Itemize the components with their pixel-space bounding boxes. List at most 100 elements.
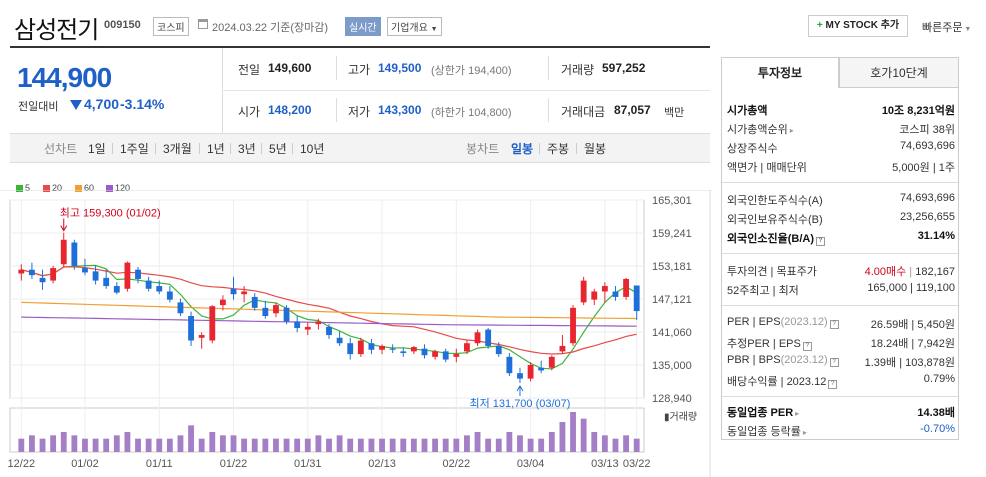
legend-ma60: 60 xyxy=(75,183,94,193)
candle-body xyxy=(517,373,523,379)
candle-body xyxy=(368,343,375,350)
volume-bar xyxy=(71,435,78,452)
info-row-sector-change[interactable]: 동일업종 등락률 ▸ -0.70% xyxy=(727,423,955,438)
candle-body xyxy=(230,288,237,295)
info-row-foreign-rate: 외국인소진율(B/A)? 31.14% xyxy=(727,230,955,246)
candle-body xyxy=(241,291,248,295)
period-1w[interactable]: 1주일 xyxy=(120,142,149,156)
help-icon[interactable]: ? xyxy=(829,320,839,329)
period-monthly[interactable]: 월봉 xyxy=(584,142,607,156)
candle-body xyxy=(347,343,354,355)
upper-limit: (상한가 194,400) xyxy=(431,65,512,77)
tab-orderbook[interactable]: 호가10단계 xyxy=(839,57,959,88)
help-icon[interactable]: ? xyxy=(828,380,838,389)
plus-icon: + xyxy=(816,20,823,31)
help-icon[interactable]: ? xyxy=(816,237,825,246)
candle-body xyxy=(421,348,428,356)
info-row-sector-per[interactable]: 동일업종 PER ▸ 14.38배 xyxy=(727,407,955,419)
stock-chart[interactable]: 165,301 159,241 153,181 147,121 141,060 135,0… xyxy=(0,190,712,477)
candle-body xyxy=(209,306,216,341)
divider xyxy=(155,143,156,154)
divider xyxy=(539,143,540,154)
volume-bar xyxy=(559,422,566,452)
period-1y[interactable]: 1년 xyxy=(207,142,225,156)
volume-bar xyxy=(506,432,513,452)
candle-body xyxy=(591,291,598,300)
candle-body xyxy=(559,345,566,352)
mystock-add-button[interactable]: + MY STOCK 추가 xyxy=(808,15,908,37)
candle-body xyxy=(633,285,640,312)
period-10y[interactable]: 10년 xyxy=(300,142,325,156)
candle-body xyxy=(124,262,131,289)
candle-body xyxy=(156,286,163,292)
volume-bar xyxy=(273,438,279,452)
volume-bar xyxy=(357,438,364,452)
info-row-est-per: 추정PER | EPS? 18.24배 | 7,942원 xyxy=(727,338,955,351)
y-tick-label: 135,000 xyxy=(652,360,692,372)
current-price: 144,900 xyxy=(17,62,112,93)
amount-label: 거래대금 xyxy=(561,105,606,119)
candle-body xyxy=(92,271,99,281)
volume-bar xyxy=(432,438,439,452)
volume-bar xyxy=(177,435,184,452)
divider xyxy=(722,396,958,397)
period-weekly[interactable]: 주봉 xyxy=(547,142,570,156)
min-annotation: 최저 131,700 (03/07) xyxy=(469,397,570,410)
volume-bar xyxy=(548,432,555,452)
high-value: 149,500 xyxy=(378,61,422,75)
info-row-shares: 상장주식수 74,693,696 xyxy=(727,140,955,155)
candle-body xyxy=(262,307,269,316)
candle-body xyxy=(570,307,576,344)
prev-close-label: 전일 xyxy=(238,63,261,77)
stock-code: 009150 xyxy=(104,19,141,31)
volume-bar xyxy=(421,438,428,452)
volume-bar xyxy=(219,435,226,452)
candle-body xyxy=(198,335,205,338)
amount-unit: 백만 xyxy=(664,107,685,119)
legend-ma20: 20 xyxy=(43,183,62,193)
divider xyxy=(336,56,337,80)
realtime-tag[interactable]: 실시간 xyxy=(345,17,381,36)
prev-close-value: 149,600 xyxy=(268,61,312,75)
x-tick-label: 02/13 xyxy=(368,458,396,470)
volume-bar xyxy=(135,438,141,452)
legend-swatch xyxy=(43,185,50,192)
period-daily[interactable]: 일봉 xyxy=(511,142,534,156)
period-5y[interactable]: 5년 xyxy=(269,142,287,156)
candle-body xyxy=(442,351,449,360)
legend-swatch xyxy=(16,185,23,192)
company-overview-dropdown[interactable]: 기업개요 ▼ xyxy=(387,17,442,36)
divider xyxy=(230,143,231,154)
volume-bar xyxy=(230,435,237,452)
high-label: 고가 xyxy=(348,63,371,77)
candle-body xyxy=(166,291,173,300)
candle-body xyxy=(410,347,417,352)
chevron-right-icon: ▸ xyxy=(802,428,807,437)
volume-bar xyxy=(517,435,523,452)
volume-bar xyxy=(612,438,619,452)
x-tick-label: 03/04 xyxy=(517,458,545,470)
legend-ma5: 5 xyxy=(16,183,30,193)
candle-body xyxy=(39,277,46,283)
chevron-down-icon: ▼ xyxy=(962,26,972,33)
ma20-line xyxy=(21,266,637,355)
candle-body xyxy=(612,291,619,297)
tab-invest-info[interactable]: 투자정보 xyxy=(721,57,839,88)
candle-body xyxy=(432,351,439,357)
amount-value: 87,057 xyxy=(614,103,651,117)
help-icon[interactable]: ? xyxy=(802,342,812,351)
info-row-cap-rank[interactable]: 시가총액순위 ▸ 코스피 38위 xyxy=(727,124,955,136)
candle-body xyxy=(453,354,460,357)
quick-order-button[interactable]: 빠른주문 ▼ xyxy=(922,22,972,34)
candle-body xyxy=(219,299,226,306)
candle-body xyxy=(283,307,290,322)
period-3y[interactable]: 3년 xyxy=(238,142,256,156)
volume-bar xyxy=(103,438,110,452)
help-icon[interactable]: ? xyxy=(829,358,839,367)
period-3m[interactable]: 3개월 xyxy=(163,142,192,156)
volume-bar xyxy=(39,438,46,452)
lower-limit: (하한가 104,800) xyxy=(431,107,512,119)
info-row-per: PER | EPS(2023.12)? 26.59배 | 5,450원 xyxy=(727,316,955,331)
divider xyxy=(112,143,113,154)
period-1d[interactable]: 1일 xyxy=(88,142,106,156)
